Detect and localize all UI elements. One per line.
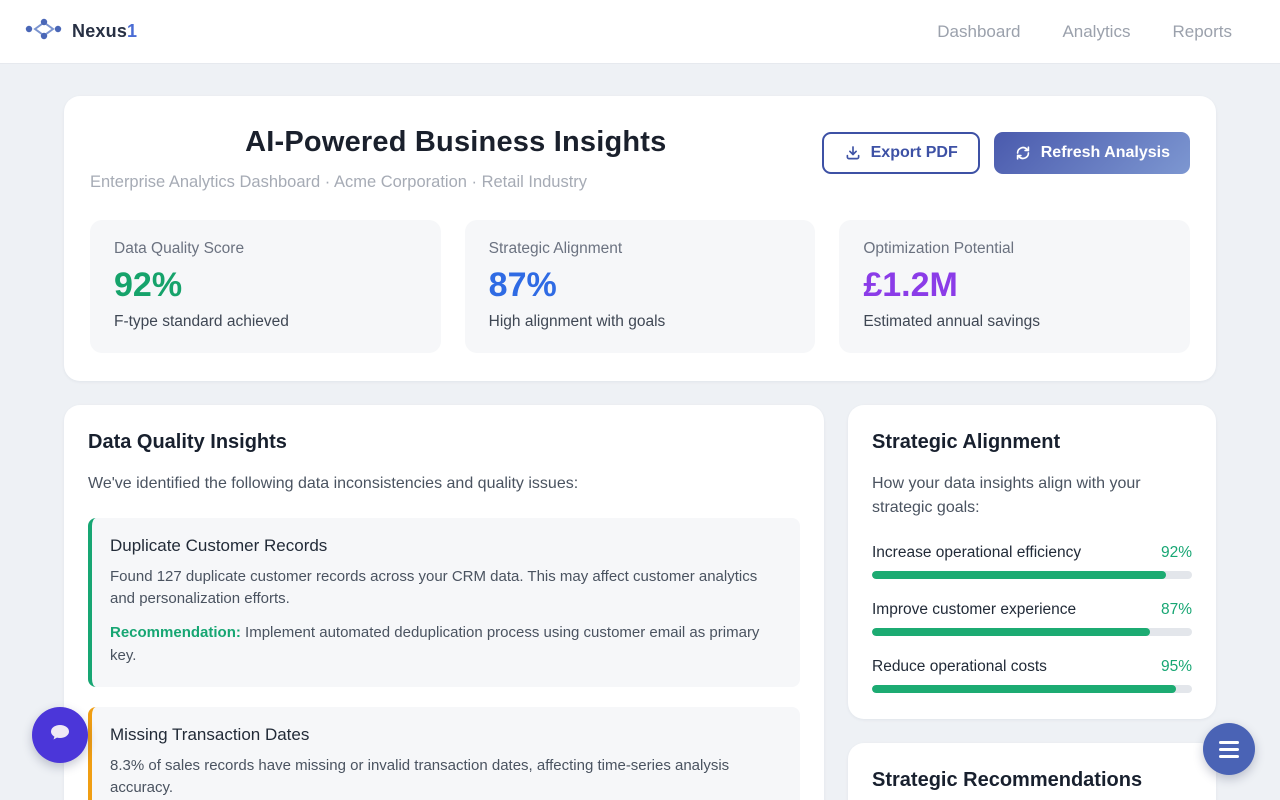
stat-description: Estimated annual savings <box>863 313 1040 330</box>
hamburger-icon <box>1219 740 1239 758</box>
progress-fill <box>872 628 1151 636</box>
stat-label: Optimization Potential <box>863 240 1015 257</box>
insight-item-missing-transaction-dates: Missing Transaction Dates 8.3% of sales … <box>88 706 800 800</box>
page-title: AI-Powered Business Insights <box>245 126 667 158</box>
insights-header-card: AI-Powered Business Insights Enterprise … <box>64 96 1216 381</box>
stat-value: £1.2M <box>863 266 958 304</box>
stat-value: 92% <box>114 266 183 304</box>
refresh-icon <box>1014 144 1032 162</box>
goal-reduce-operational-costs: Reduce operational costs 95% <box>872 658 1192 693</box>
insight-body: 8.3% of sales records have missing or in… <box>110 756 730 796</box>
nav-link-analytics[interactable]: Analytics <box>1062 21 1131 41</box>
goal-list: Increase operational efficiency 92% Impr… <box>872 544 1192 693</box>
stat-description: F-type standard achieved <box>114 313 289 330</box>
goal-label: Reduce operational costs <box>872 658 1047 675</box>
stat-label: Strategic Alignment <box>488 240 623 257</box>
recommendation-label: Recommendation: <box>110 624 241 642</box>
menu-fab-button[interactable] <box>1203 723 1255 775</box>
chat-fab-button[interactable] <box>32 707 88 763</box>
top-navbar: Nexus1 Dashboard Analytics Reports <box>0 0 1280 64</box>
strategic-alignment-intro: How your data insights align with your s… <box>872 475 1141 516</box>
stat-label: Data Quality Score <box>114 240 245 257</box>
strategic-recommendations-card: Strategic Recommendations AI-powered rec… <box>848 743 1216 800</box>
stat-card-data-quality: Data Quality Score 92% F-type standard a… <box>90 220 441 353</box>
recommendation-text: Implement automated deduplication proces… <box>110 624 760 664</box>
goal-percent: 87% <box>1160 601 1192 618</box>
progress-fill <box>872 685 1176 693</box>
download-icon <box>844 144 862 162</box>
goal-percent: 92% <box>1160 544 1192 561</box>
insight-item-duplicate-customer-records: Duplicate Customer Records Found 127 dup… <box>88 518 800 687</box>
page-subtitle: Enterprise Analytics Dashboard · Acme Co… <box>90 173 588 191</box>
insight-list: Duplicate Customer Records Found 127 dup… <box>88 518 800 800</box>
chat-bubble-icon <box>47 722 73 749</box>
strategic-alignment-card: Strategic Alignment How your data insigh… <box>848 405 1216 719</box>
progress-track <box>872 685 1192 693</box>
export-pdf-label: Export PDF <box>870 144 958 161</box>
nav-link-dashboard[interactable]: Dashboard <box>937 21 1021 41</box>
stat-card-strategic-alignment: Strategic Alignment 87% High alignment w… <box>464 220 816 353</box>
refresh-analysis-label: Refresh Analysis <box>1040 144 1170 161</box>
insight-body: Found 127 duplicate customer records acr… <box>110 568 758 608</box>
goal-label: Improve customer experience <box>872 601 1077 618</box>
stats-row: Data Quality Score 92% F-type standard a… <box>90 220 1190 353</box>
goal-percent: 95% <box>1160 658 1192 675</box>
export-pdf-button[interactable]: Export PDF <box>821 132 980 174</box>
stat-card-optimization-potential: Optimization Potential £1.2M Estimated a… <box>839 220 1190 353</box>
strategic-alignment-title: Strategic Alignment <box>872 431 1061 453</box>
progress-track <box>872 628 1192 636</box>
data-quality-insights-card: Data Quality Insights We've identified t… <box>64 405 824 800</box>
refresh-analysis-button[interactable]: Refresh Analysis <box>993 132 1190 174</box>
data-quality-insights-intro: We've identified the following data inco… <box>88 475 579 492</box>
nav-link-reports[interactable]: Reports <box>1172 21 1232 41</box>
brand-name: Nexus1 <box>72 21 138 41</box>
nexus-logo-icon <box>24 15 64 48</box>
goal-improve-customer-experience: Improve customer experience 87% <box>872 601 1192 636</box>
stat-value: 87% <box>488 266 557 304</box>
progress-fill <box>872 571 1167 579</box>
main-content: AI-Powered Business Insights Enterprise … <box>64 96 1216 800</box>
header-text: AI-Powered Business Insights Enterprise … <box>90 122 822 192</box>
brand-logo[interactable]: Nexus1 <box>24 15 137 48</box>
goal-increase-operational-efficiency: Increase operational efficiency 92% <box>872 544 1192 579</box>
insight-title: Missing Transaction Dates <box>110 724 310 744</box>
data-quality-insights-title: Data Quality Insights <box>88 431 287 453</box>
insight-recommendation: Recommendation: Implement automated dedu… <box>110 622 780 666</box>
nav-links: Dashboard Analytics Reports <box>937 22 1232 42</box>
progress-track <box>872 571 1192 579</box>
insight-title: Duplicate Customer Records <box>110 536 328 555</box>
strategic-recommendations-title: Strategic Recommendations <box>872 769 1143 791</box>
right-column: Strategic Alignment How your data insigh… <box>848 405 1216 800</box>
header-actions: Export PDF Refresh Analysis <box>821 122 1190 174</box>
stat-description: High alignment with goals <box>488 313 666 330</box>
goal-label: Increase operational efficiency <box>872 544 1082 561</box>
